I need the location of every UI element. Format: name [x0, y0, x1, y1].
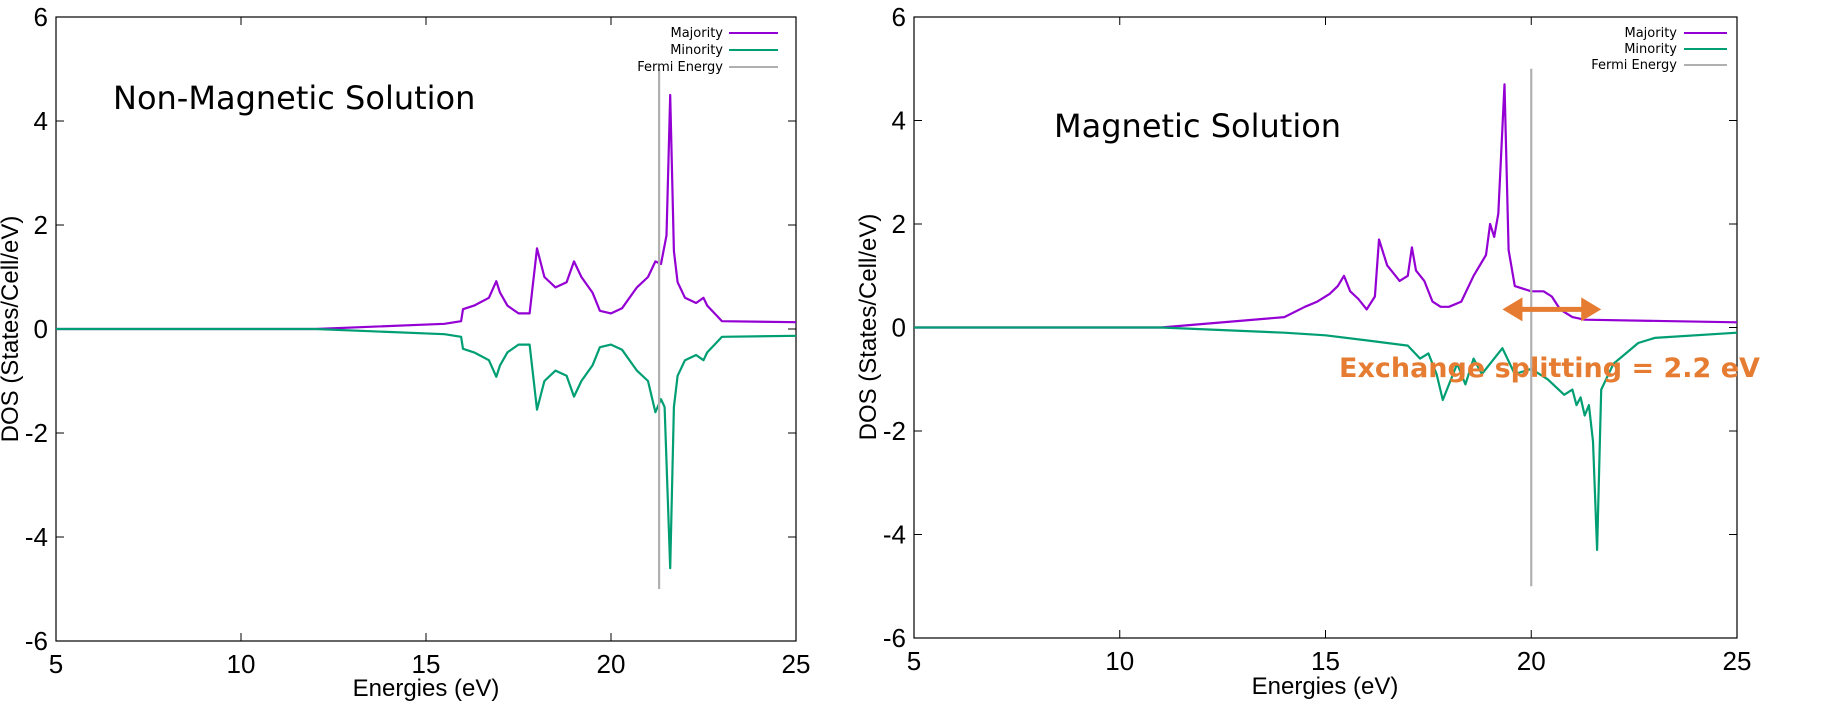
legend-label-fermi: Fermi Energy — [637, 60, 723, 75]
x-tick-label: 20 — [1517, 646, 1546, 676]
y-tick-label: -2 — [883, 416, 906, 446]
y-axis-label: DOS (States/Cell/eV) — [0, 216, 24, 443]
y-tick-label: -6 — [883, 623, 906, 653]
y-tick-label: 4 — [892, 106, 906, 136]
legend: Majority Minority Fermi Energy — [637, 26, 778, 75]
y-tick-label: 2 — [892, 209, 906, 239]
x-tick-label: 25 — [782, 649, 811, 679]
y-ticks: -6 -4 -2 0 2 4 6 — [25, 2, 796, 656]
series-line-majority — [56, 93, 797, 331]
panel-title: Non-Magnetic Solution — [113, 79, 475, 117]
y-tick-label: 6 — [892, 2, 906, 32]
y-tick-label: 0 — [892, 313, 906, 343]
legend: Majority Minority Fermi Energy — [1591, 26, 1727, 73]
y-ticks: -6 -4 -2 0 2 4 6 — [883, 2, 1737, 653]
magnetic-chart: 5 10 15 20 25 -6 -4 -2 0 2 4 6 Energies (eV) DOS (… — [855, 2, 1760, 700]
x-tick-label: 15 — [1311, 646, 1340, 676]
y-tick-label: 0 — [34, 314, 48, 344]
non-magnetic-chart: 5 10 15 20 25 -6 -4 -2 0 2 4 6 Energies (eV) DOS (… — [0, 2, 810, 701]
series-line-minority — [914, 326, 1738, 552]
legend-label-minority: Minority — [1624, 42, 1677, 57]
series-line-minority — [56, 327, 797, 570]
x-tick-label: 15 — [412, 649, 441, 679]
exchange-splitting-label: Exchange splitting = 2.2 eV — [1339, 353, 1760, 384]
y-tick-label: -4 — [25, 522, 48, 552]
x-ticks: 5 10 15 20 25 — [907, 17, 1752, 676]
series-lines — [56, 69, 797, 589]
legend-label-majority: Majority — [671, 26, 724, 41]
x-tick-label: 20 — [597, 649, 626, 679]
y-axis-label: DOS (States/Cell/eV) — [855, 214, 882, 441]
x-ticks: 5 10 15 20 25 — [49, 17, 811, 679]
series-lines — [914, 68, 1738, 587]
x-axis-label: Energies (eV) — [1252, 673, 1399, 700]
legend-label-fermi: Fermi Energy — [1591, 58, 1677, 73]
x-tick-label: 10 — [227, 649, 256, 679]
y-tick-label: 2 — [34, 210, 48, 240]
y-tick-label: 6 — [34, 2, 48, 32]
series-line-majority — [914, 83, 1738, 329]
legend-label-minority: Minority — [670, 43, 723, 58]
splitting-arrow-head-right — [1581, 297, 1602, 322]
x-tick-label: 5 — [907, 646, 921, 676]
panel-title: Magnetic Solution — [1054, 107, 1341, 145]
x-axis-label: Energies (eV) — [353, 675, 500, 701]
y-tick-label: 4 — [34, 106, 48, 136]
y-tick-label: -4 — [883, 520, 906, 550]
exchange-splitting-annotation — [1502, 297, 1602, 322]
legend-label-majority: Majority — [1625, 26, 1678, 41]
x-tick-label: 5 — [49, 649, 63, 679]
y-tick-label: -2 — [25, 418, 48, 448]
splitting-arrow-head-left — [1502, 297, 1523, 322]
x-tick-label: 25 — [1723, 646, 1752, 676]
x-tick-label: 10 — [1105, 646, 1134, 676]
y-tick-label: -6 — [25, 626, 48, 656]
